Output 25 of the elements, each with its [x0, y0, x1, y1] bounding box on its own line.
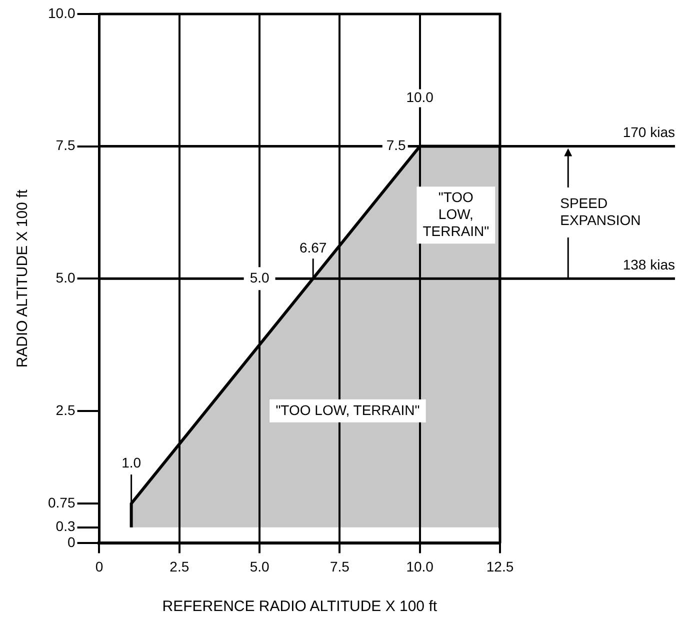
- y-tick-label: 10.0: [48, 4, 76, 21]
- ref-line-label: 170 kias: [622, 124, 675, 140]
- x-tick-label: 12.5: [486, 558, 514, 574]
- annotation: 6.67: [299, 239, 327, 256]
- y-tick-label: 0.3: [56, 518, 76, 534]
- y-tick-label: 0.75: [48, 494, 76, 510]
- x-tick-label: 10.0: [406, 558, 434, 574]
- y-tick-label: 5.0: [56, 269, 76, 286]
- y-tick-label: 2.5: [56, 402, 76, 418]
- x-axis-title: REFERENCE RADIO ALTITUDE X 100 ft: [162, 598, 438, 616]
- annotation: "TOO LOW, TERRAIN": [422, 188, 490, 239]
- y-tick-label: 7.5: [56, 137, 76, 154]
- annotation: 5.0: [250, 269, 270, 286]
- annotation: "TOO LOW, TERRAIN": [276, 402, 420, 418]
- y-axis-title: RADIO ALTITUDE X 100 ft: [14, 188, 32, 368]
- ref-line-label: 138 kias: [622, 256, 675, 272]
- x-tick-label: 2.5: [170, 558, 190, 574]
- x-tick-label: 7.5: [330, 558, 350, 574]
- annotation: 7.5: [386, 137, 406, 154]
- x-tick-label: 0: [95, 558, 104, 574]
- annotation: 10.0: [406, 89, 434, 106]
- x-tick-label: 5.0: [250, 558, 270, 574]
- y-tick-label: 0: [67, 534, 76, 550]
- text: SPEED EXPANSION: [560, 194, 641, 228]
- annotation: 1.0: [122, 454, 142, 470]
